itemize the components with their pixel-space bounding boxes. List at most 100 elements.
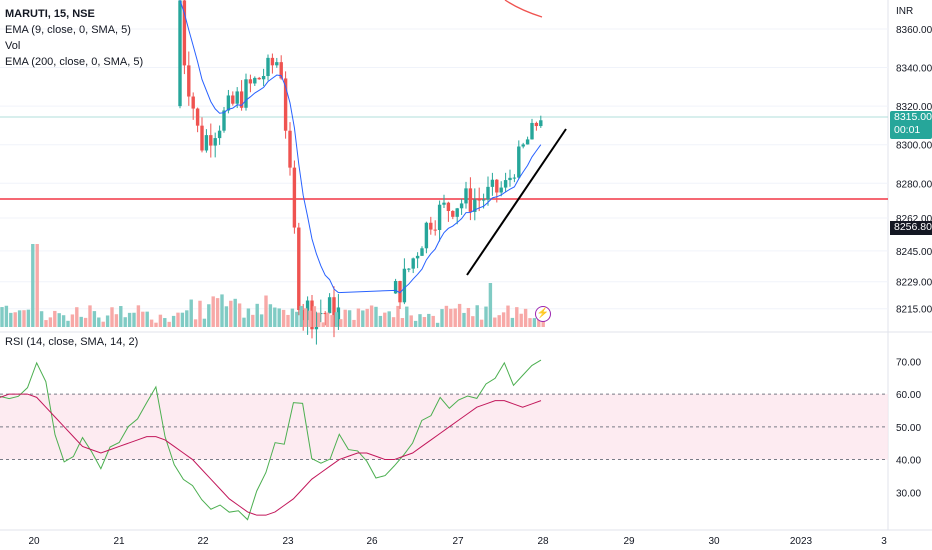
volume-bar	[462, 312, 466, 327]
candle-body	[517, 146, 521, 178]
volume-bar	[334, 312, 339, 327]
volume-bar	[453, 308, 457, 327]
candle-body	[402, 268, 407, 303]
volume-bar	[70, 314, 75, 327]
candle-body	[239, 91, 244, 108]
volume-bar	[207, 304, 211, 327]
time-tick-label: 28	[537, 536, 549, 547]
volume-bar	[510, 317, 515, 327]
candle-body	[279, 62, 283, 79]
volume-bar	[435, 322, 440, 327]
legend-ema200[interactable]: EMA (200, close, 0, SMA, 5)	[5, 56, 144, 68]
time-tick-label: 29	[623, 536, 635, 547]
candle-body	[195, 108, 200, 126]
candle-body	[415, 255, 420, 259]
candle-body	[512, 177, 517, 179]
price-tick-label: 8340.00	[896, 64, 932, 75]
price-tick-label: 8320.00	[896, 102, 932, 113]
volume-bar	[281, 309, 286, 327]
candle-body	[508, 177, 512, 181]
price-tick-label: 8360.00	[896, 25, 932, 36]
volume-bar	[418, 314, 422, 327]
candle-body	[327, 297, 332, 314]
volume-bar	[180, 312, 185, 327]
volume-bar	[391, 317, 396, 327]
volume-bar	[501, 312, 506, 327]
volume-bar	[48, 317, 53, 327]
volume-bar	[229, 300, 233, 327]
volume-bar	[405, 306, 409, 327]
volume-bar	[31, 244, 35, 327]
candle-body	[459, 203, 464, 209]
chart-legend: MARUTI, 15, NSE EMA (9, close, 0, SMA, 5…	[5, 6, 143, 70]
legend-symbol[interactable]: MARUTI, 15, NSE	[5, 8, 95, 20]
volume-bar	[387, 311, 391, 327]
volume-bar	[136, 305, 141, 327]
volume-bar	[339, 319, 343, 327]
candle-body	[270, 57, 275, 66]
volume-bar	[215, 298, 220, 327]
volume-bar	[497, 315, 501, 327]
volume-bar	[290, 308, 295, 327]
volume-bar	[400, 318, 405, 327]
volume-bar	[440, 309, 444, 327]
rsi-tick-label: 50.00	[896, 423, 921, 434]
price-tick-label: 8300.00	[896, 141, 932, 152]
candle-body	[393, 281, 398, 294]
volume-bar	[532, 318, 537, 327]
candle-body	[226, 95, 231, 111]
volume-bar	[211, 296, 215, 327]
candle-body	[446, 202, 451, 212]
candle-body	[244, 79, 248, 108]
volume-bar	[167, 321, 171, 327]
volume-bar	[53, 310, 57, 327]
volume-bar	[343, 309, 347, 327]
volume-bar	[308, 310, 312, 327]
candle-body	[490, 179, 495, 187]
candle-body	[253, 77, 257, 84]
volume-bar	[110, 307, 114, 327]
lightning-icon[interactable]: ⚡	[535, 306, 551, 322]
volume-bar	[171, 315, 176, 327]
volume-bar	[13, 312, 17, 327]
candle-body	[530, 122, 534, 140]
volume-bar	[233, 298, 237, 327]
candle-body	[534, 122, 539, 127]
time-tick-label: 22	[197, 536, 209, 547]
volume-bar	[259, 314, 264, 327]
volume-bar	[75, 307, 79, 327]
rsi-tick-label: 60.00	[896, 390, 921, 401]
rsi-legend[interactable]: RSI (14, close, SMA, 14, 2)	[5, 336, 139, 348]
volume-bar	[286, 314, 290, 327]
volume-bar	[132, 312, 136, 327]
volume-bar	[224, 306, 229, 327]
time-tick-label: 21	[113, 536, 125, 547]
legend-ema9[interactable]: EMA (9, close, 0, SMA, 5)	[5, 24, 131, 36]
candle-body	[481, 199, 486, 201]
volume-bar	[141, 311, 145, 327]
candle-body	[275, 62, 279, 66]
candle-body	[323, 313, 327, 315]
candle-body	[288, 130, 292, 168]
legend-vol[interactable]: Vol	[5, 40, 21, 52]
volume-bar	[396, 305, 400, 327]
volume-bar	[61, 315, 66, 327]
candle-body	[495, 179, 499, 193]
candle-body	[468, 188, 473, 212]
candle-body	[283, 78, 288, 131]
volume-bar	[528, 318, 532, 327]
candle-body	[231, 95, 235, 104]
ema9-line	[179, 0, 542, 294]
candle-body	[336, 307, 341, 327]
volume-bar	[185, 310, 189, 327]
volume-bar	[193, 319, 198, 327]
volume-bar	[237, 303, 242, 327]
volume-bar	[449, 308, 453, 327]
volume-bar	[369, 305, 374, 327]
volume-bar	[475, 305, 479, 327]
volume-bar	[255, 303, 259, 327]
candle-body	[455, 208, 459, 217]
volume-bar	[378, 315, 383, 327]
volume-bar	[17, 310, 22, 327]
